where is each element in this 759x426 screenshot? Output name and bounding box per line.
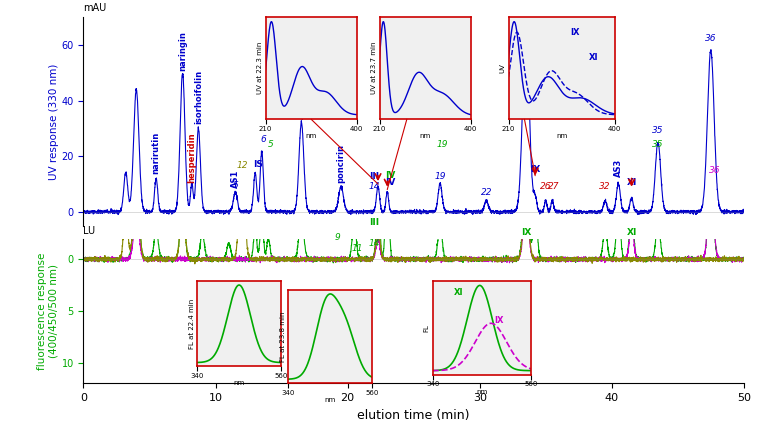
Y-axis label: FL: FL (424, 324, 430, 332)
Text: 25: 25 (520, 18, 531, 27)
Text: AS1: AS1 (231, 170, 240, 188)
Text: 14: 14 (368, 182, 380, 191)
Text: 32: 32 (600, 182, 611, 191)
Text: naringin: naringin (178, 32, 187, 71)
Text: 36: 36 (709, 166, 720, 175)
Text: IS: IS (253, 160, 263, 169)
X-axis label: elution time (min): elution time (min) (357, 409, 470, 422)
Text: IX: IX (521, 228, 531, 237)
Text: poncirin: poncirin (336, 144, 345, 183)
Text: 27: 27 (548, 182, 559, 191)
Text: XI: XI (626, 178, 637, 187)
Text: III: III (369, 218, 379, 227)
Text: 19: 19 (437, 140, 449, 149)
Text: IX: IX (570, 29, 580, 37)
Text: 35: 35 (652, 127, 663, 135)
Text: 6: 6 (260, 135, 266, 144)
Text: 5: 5 (268, 140, 274, 149)
X-axis label: nm: nm (420, 133, 430, 139)
Y-axis label: FL at 22.4 min: FL at 22.4 min (188, 299, 194, 349)
Text: IV: IV (385, 171, 395, 180)
Text: 36: 36 (705, 35, 716, 43)
X-axis label: nm: nm (556, 133, 567, 139)
Text: 5: 5 (232, 181, 238, 190)
Text: 11: 11 (351, 244, 363, 253)
Text: 26: 26 (540, 182, 552, 191)
Text: XI: XI (626, 228, 637, 237)
Text: 35: 35 (652, 140, 663, 149)
Text: mAU: mAU (83, 3, 107, 13)
Y-axis label: UV: UV (499, 63, 505, 73)
Text: III: III (369, 172, 379, 181)
Y-axis label: UV response (330 nm): UV response (330 nm) (49, 63, 58, 180)
Text: narirutin: narirutin (152, 132, 161, 174)
Text: hesperidin: hesperidin (187, 132, 197, 183)
X-axis label: nm: nm (325, 397, 335, 403)
Text: IV: IV (385, 178, 395, 187)
Text: AS2: AS2 (297, 100, 306, 118)
X-axis label: nm: nm (306, 133, 317, 139)
Text: isorhoifolin: isorhoifolin (194, 70, 203, 124)
Text: IX: IX (494, 317, 503, 325)
Text: 19: 19 (434, 172, 446, 181)
Text: IX: IX (530, 165, 540, 174)
X-axis label: nm: nm (477, 389, 487, 394)
Text: LU: LU (83, 226, 96, 236)
Text: 14: 14 (368, 239, 380, 248)
Text: XI: XI (455, 288, 464, 297)
Y-axis label: UV at 23.7 min: UV at 23.7 min (370, 42, 376, 95)
Text: 12: 12 (236, 161, 247, 170)
X-axis label: nm: nm (234, 380, 244, 386)
Text: XI: XI (589, 53, 599, 62)
Text: 9: 9 (334, 233, 340, 242)
Y-axis label: FL at 23.8 min: FL at 23.8 min (279, 311, 285, 362)
Text: 22: 22 (480, 187, 492, 196)
Y-axis label: fluorescence response
(400/450/500 nm): fluorescence response (400/450/500 nm) (37, 252, 58, 370)
Y-axis label: UV at 22.3 min: UV at 22.3 min (257, 42, 263, 94)
Text: AS3: AS3 (614, 159, 623, 177)
